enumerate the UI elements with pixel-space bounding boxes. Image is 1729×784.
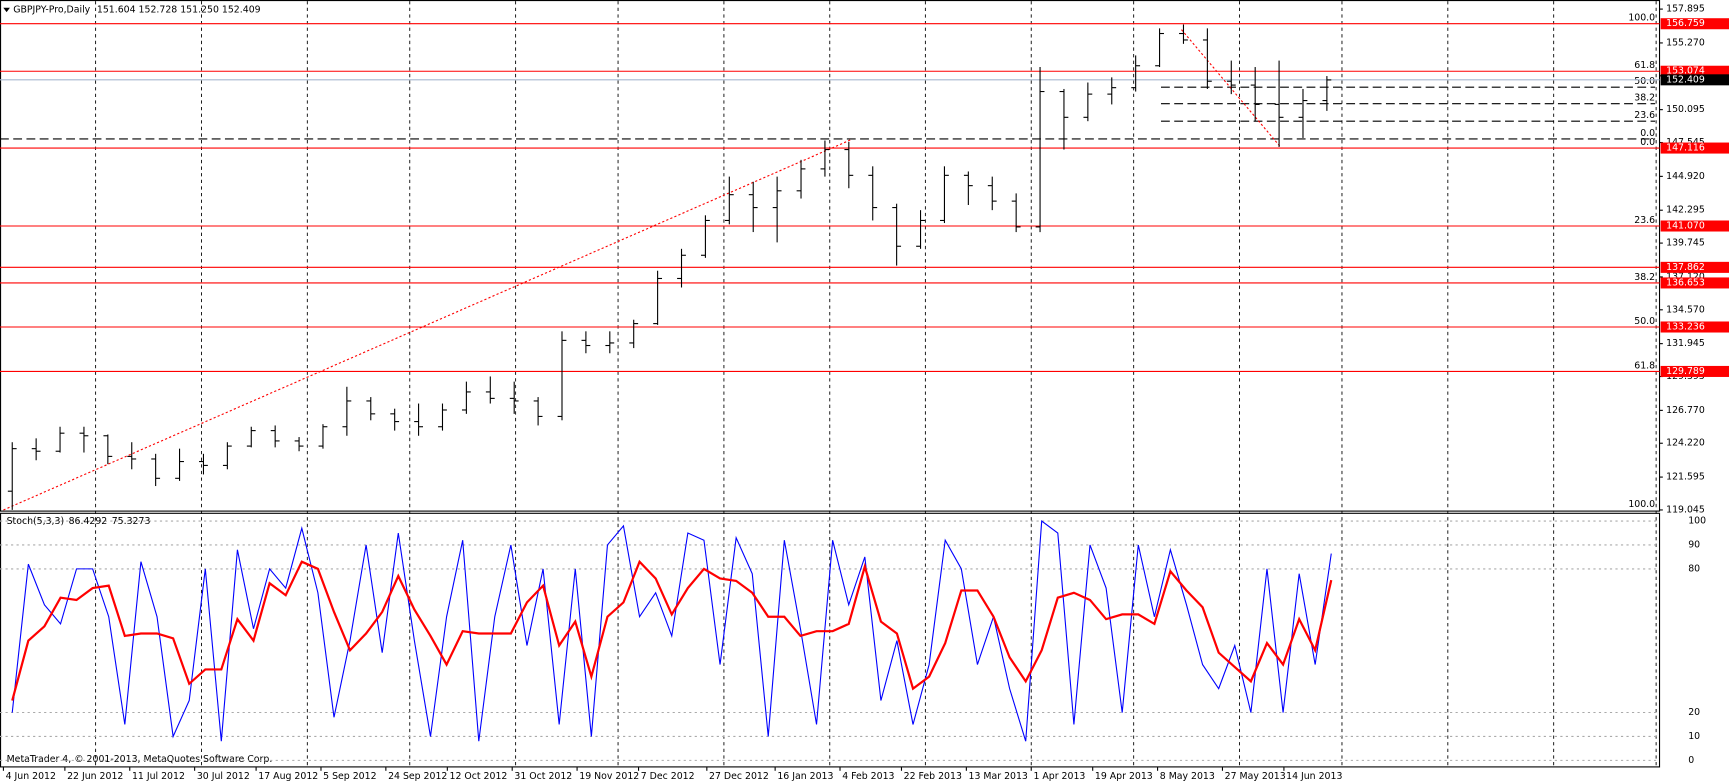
x-tick-label: 24 Sep 2012: [388, 771, 447, 782]
y-tick-label: 134.570: [1666, 304, 1705, 315]
chart-title: GBPJPY-Pro,Daily: [13, 4, 90, 15]
stoch-line: [11, 519, 1332, 742]
y-tick-label: 124.220: [1666, 438, 1705, 449]
price-box-label: 129.789: [1666, 366, 1705, 377]
price-box: [1660, 142, 1729, 154]
fib-label: 100.0: [1628, 13, 1655, 24]
fib-label: 61.8: [1634, 360, 1655, 371]
price-box: [1660, 18, 1729, 30]
y-tick-label: 137.120: [1666, 271, 1705, 282]
x-tick-label: 22 Feb 2013: [904, 771, 962, 782]
y-tick-label: 100: [1688, 516, 1706, 527]
stoch-value: 75.3273: [112, 516, 151, 527]
price-box-label: 156.759: [1666, 18, 1705, 29]
y-tick-label: 0: [1688, 755, 1694, 766]
y-tick-label: 155.270: [1666, 37, 1705, 48]
y-tick-label: 121.595: [1666, 472, 1705, 483]
x-tick-label: 4 Feb 2013: [842, 771, 894, 782]
x-tick-label: 13 Mar 2013: [969, 771, 1028, 782]
x-tick-label: 4 Jun 2012: [6, 771, 56, 782]
price-box-label: 133.236: [1666, 322, 1705, 333]
price-box: [1660, 74, 1729, 86]
price-box: [1660, 65, 1729, 77]
x-tick-label: 14 Jun 2013: [1286, 771, 1342, 782]
price-box-label: 147.116: [1666, 143, 1705, 154]
y-tick-label: 150.095: [1666, 104, 1705, 115]
y-tick-label: 10: [1688, 731, 1700, 742]
price-box: [1660, 321, 1729, 333]
price-box: [1660, 277, 1729, 289]
fib-label: 100.0: [1628, 499, 1655, 510]
x-tick-label: 5 Sep 2012: [323, 771, 376, 782]
y-tick-label: 126.770: [1666, 405, 1705, 416]
stoch-title: Stoch(5,3,3): [7, 516, 65, 527]
fib-label: 23.6: [1634, 215, 1655, 226]
x-tick-label: 22 Jun 2012: [67, 771, 123, 782]
y-tick-label: 144.920: [1666, 171, 1705, 182]
stoch-value: 86.4292: [69, 516, 108, 527]
x-tick-label: 19 Nov 2012: [579, 771, 639, 782]
y-tick-label: 142.295: [1666, 205, 1705, 216]
menu-arrow: [3, 7, 10, 13]
x-tick-label: 27 May 2013: [1225, 771, 1286, 782]
fib-label: 38.2: [1634, 93, 1655, 104]
price-box-label: 141.070: [1666, 221, 1705, 232]
footer: MetaTrader 4, © 2001-2013, MetaQuotes So…: [7, 754, 273, 765]
price-box: [1660, 365, 1729, 377]
x-tick-label: 7 Dec 2012: [641, 771, 695, 782]
price-box-label: 136.653: [1666, 277, 1705, 288]
x-tick-label: 8 May 2013: [1160, 771, 1215, 782]
x-tick-label: 27 Dec 2012: [709, 771, 769, 782]
fib-label: 0.0: [1640, 137, 1655, 148]
stoch-line: [11, 559, 1333, 701]
fib-label: 50.0: [1634, 316, 1655, 327]
fib-label: 38.2: [1634, 272, 1655, 283]
x-tick-label: 11 Jul 2012: [132, 771, 185, 782]
x-tick-label: 16 Jan 2013: [777, 771, 833, 782]
fib-label: 0.0: [1640, 128, 1655, 139]
x-tick-label: 31 Oct 2012: [514, 771, 572, 782]
price-box-label: 153.074: [1666, 66, 1705, 77]
price-box-label: 137.862: [1666, 262, 1705, 273]
x-tick-label: 12 Oct 2012: [450, 771, 508, 782]
y-tick-label: 157.895: [1666, 4, 1705, 15]
x-tick-label: 17 Aug 2012: [258, 771, 318, 782]
y-tick-label: 119.045: [1666, 504, 1705, 515]
price-box: [1660, 220, 1729, 232]
y-tick-label: 20: [1688, 707, 1700, 718]
x-tick-label: 1 Apr 2013: [1033, 771, 1085, 782]
y-tick-label: 139.745: [1666, 238, 1705, 249]
x-tick-label: 30 Jul 2012: [197, 771, 250, 782]
fib-label: 23.6: [1634, 110, 1655, 121]
quote: 151.604 152.728 151.250 152.409: [97, 4, 261, 15]
y-tick-label: 80: [1688, 563, 1700, 574]
price-box: [1660, 261, 1729, 273]
y-tick-label: 131.945: [1666, 338, 1705, 349]
y-tick-label: 147.545: [1666, 137, 1705, 148]
fib-label: 61.8: [1634, 60, 1655, 71]
fib-label: 50.0: [1634, 76, 1655, 87]
y-tick-label: 90: [1688, 539, 1700, 550]
price-box-label: 152.409: [1666, 74, 1705, 85]
x-tick-label: 19 Apr 2013: [1095, 771, 1153, 782]
